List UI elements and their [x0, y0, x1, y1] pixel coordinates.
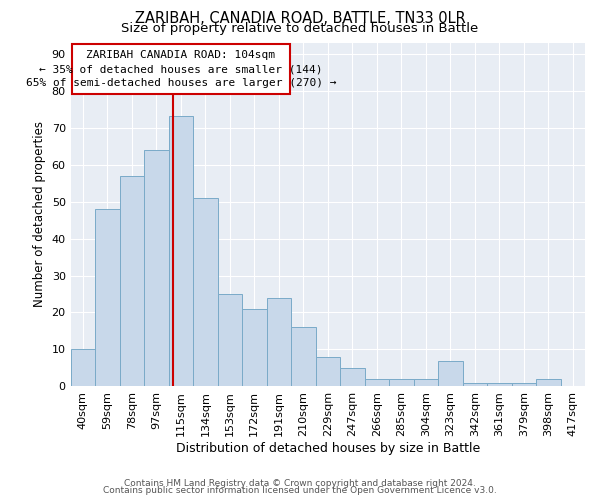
X-axis label: Distribution of detached houses by size in Battle: Distribution of detached houses by size … [176, 442, 480, 455]
Bar [193, 198, 218, 386]
Text: ← 35% of detached houses are smaller (144): ← 35% of detached houses are smaller (14… [39, 64, 323, 74]
Bar [218, 294, 242, 386]
Bar [291, 328, 316, 386]
Bar [389, 379, 413, 386]
Text: 65% of semi-detached houses are larger (270) →: 65% of semi-detached houses are larger (… [26, 78, 336, 88]
Bar [144, 150, 169, 386]
Bar [169, 116, 193, 386]
Bar [438, 360, 463, 386]
Bar [463, 383, 487, 386]
FancyBboxPatch shape [72, 44, 290, 94]
Bar [413, 379, 438, 386]
Bar [340, 368, 365, 386]
Bar [119, 176, 144, 386]
Text: ZARIBAH CANADIA ROAD: 104sqm: ZARIBAH CANADIA ROAD: 104sqm [86, 50, 275, 60]
Bar [512, 383, 536, 386]
Bar [365, 379, 389, 386]
Bar [71, 350, 95, 387]
Text: ZARIBAH, CANADIA ROAD, BATTLE, TN33 0LR: ZARIBAH, CANADIA ROAD, BATTLE, TN33 0LR [134, 11, 466, 26]
Bar [316, 357, 340, 386]
Text: Size of property relative to detached houses in Battle: Size of property relative to detached ho… [121, 22, 479, 35]
Bar [487, 383, 512, 386]
Text: Contains HM Land Registry data © Crown copyright and database right 2024.: Contains HM Land Registry data © Crown c… [124, 478, 476, 488]
Bar [536, 379, 560, 386]
Bar [266, 298, 291, 386]
Y-axis label: Number of detached properties: Number of detached properties [33, 122, 46, 308]
Bar [95, 209, 119, 386]
Bar [242, 309, 266, 386]
Text: Contains public sector information licensed under the Open Government Licence v3: Contains public sector information licen… [103, 486, 497, 495]
